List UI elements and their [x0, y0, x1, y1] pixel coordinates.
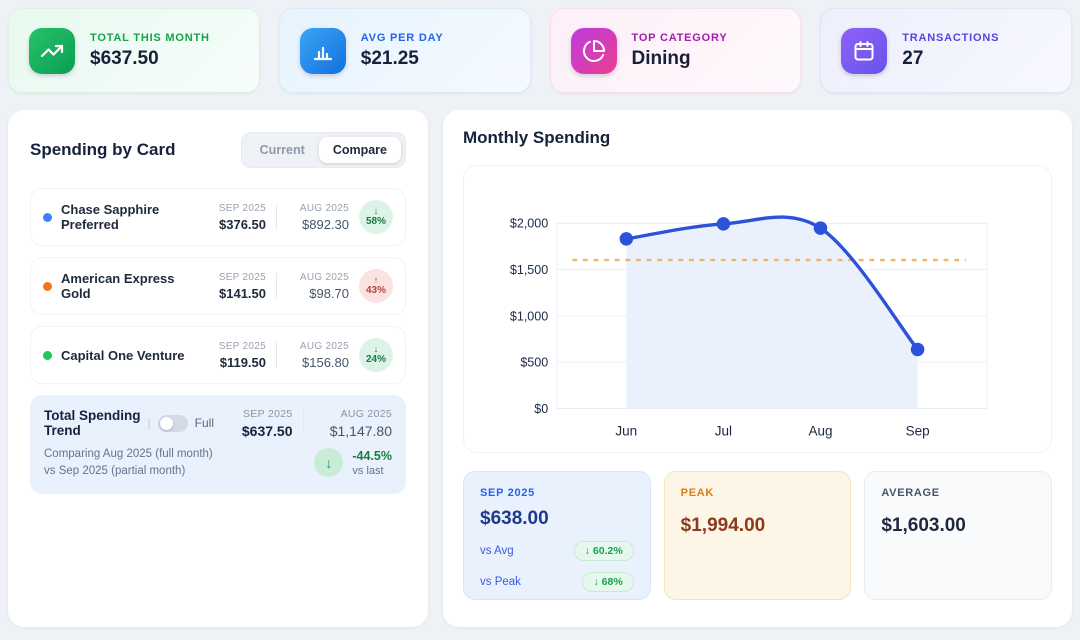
card-color-dot	[43, 281, 52, 291]
current-month-value: $141.50	[219, 285, 266, 301]
vs-avg-label: vs Avg	[480, 545, 514, 557]
chart-stat-sep-2025: SEP 2025 $638.00 vs Avg ↓ 60.2% vs Peak …	[463, 471, 651, 600]
vs-avg-badge: ↓ 60.2%	[573, 541, 634, 561]
trend-change-percent: -44.5%	[352, 448, 392, 463]
spending-panel-title: Spending by Card	[30, 140, 176, 159]
previous-month-label: AUG 2025	[299, 340, 349, 352]
stat-label: TOP CATEGORY	[631, 31, 728, 44]
current-month-label: SEP 2025	[218, 271, 266, 283]
toggle-option-compare[interactable]: Compare	[318, 137, 401, 163]
monthly-spending-chart[interactable]: $0 $500 $1,000 $1,500 $2,000 Jun Jul Aug Sep	[463, 165, 1052, 453]
monthly-spending-panel: Monthly Spending $0 $500 $1,000 $1,500 $2,00…	[443, 110, 1072, 627]
stat-value: $1,994.00	[680, 515, 766, 536]
stats-row: TOTAL THIS MONTH $637.50 AVG PER DAY $21…	[8, 8, 1072, 93]
column-divider	[276, 273, 277, 299]
stat-value: $637.50	[90, 47, 159, 69]
stat-card-avg-per-day: AVG PER DAY $21.25	[278, 8, 531, 93]
trend-previous-label: AUG 2025	[340, 408, 392, 420]
card-color-dot	[43, 350, 52, 360]
bar-chart-icon	[299, 27, 346, 74]
trend-previous-value: $1,147.80	[329, 423, 392, 439]
chart-stat-peak: PEAK $1,994.00	[663, 471, 852, 600]
separator: |	[147, 416, 151, 430]
stat-label: AVG PER DAY	[360, 31, 444, 44]
card-row-amex-gold: American Express Gold SEP 2025 $141.50 A…	[30, 257, 406, 315]
card-name: American Express Gold	[61, 271, 175, 301]
column-divider	[276, 342, 277, 368]
trend-description-line2: vs Sep 2025 (partial month)	[44, 465, 186, 478]
svg-text:Jul: Jul	[715, 424, 732, 439]
svg-text:$1,000: $1,000	[510, 309, 548, 323]
change-badge: ↑ 43%	[359, 269, 393, 303]
stat-value: $21.25	[360, 47, 419, 69]
vs-peak-label: vs Peak	[480, 576, 521, 588]
stat-value: Dining	[631, 47, 691, 69]
card-name: Chase Sapphire Preferred	[61, 202, 160, 232]
monthly-panel-title: Monthly Spending	[463, 128, 611, 147]
current-month-label: SEP 2025	[218, 340, 266, 352]
line-chart[interactable]: $0 $500 $1,000 $1,500 $2,000 Jun Jul Aug Sep	[472, 180, 1043, 448]
stat-card-total-this-month: TOTAL THIS MONTH $637.50	[8, 8, 260, 93]
card-row-capital-one: Capital One Venture SEP 2025 $119.50 AUG…	[30, 326, 406, 384]
current-month-label: SEP 2025	[218, 202, 266, 214]
pie-chart-icon	[570, 27, 617, 74]
stat-value: 27	[902, 47, 924, 69]
svg-text:Jun: Jun	[615, 424, 637, 439]
previous-month-value: $156.80	[302, 354, 349, 370]
trend-current-value: $637.50	[241, 423, 293, 439]
svg-text:Aug: Aug	[809, 424, 833, 439]
stat-label: SEP 2025	[480, 487, 535, 499]
calendar-icon	[841, 27, 888, 74]
change-percent: 24%	[365, 354, 386, 365]
stat-value: $638.00	[480, 508, 549, 529]
stat-card-top-category: TOP CATEGORY Dining	[549, 8, 802, 93]
previous-month-value: $98.70	[309, 285, 349, 301]
current-month-value: $119.50	[219, 354, 266, 370]
full-month-toggle[interactable]	[157, 414, 188, 432]
toggle-option-current[interactable]: Current	[259, 143, 305, 157]
column-divider	[302, 408, 304, 434]
svg-text:$0: $0	[534, 402, 548, 416]
previous-month-value: $892.30	[302, 216, 349, 232]
arrow-down-icon: ↓	[373, 206, 379, 216]
trending-up-icon	[29, 27, 75, 74]
spending-by-card-panel: Spending by Card Current Compare Chase S…	[8, 110, 428, 627]
change-percent: 58%	[365, 216, 386, 227]
stat-label: PEAK	[680, 487, 715, 499]
stat-label: TRANSACTIONS	[902, 31, 1000, 44]
stat-card-transactions: TRANSACTIONS 27	[820, 8, 1072, 93]
change-percent: 43%	[365, 285, 386, 296]
card-row-chase-sapphire: Chase Sapphire Preferred SEP 2025 $376.5…	[30, 188, 406, 246]
current-month-value: $376.50	[219, 216, 266, 232]
arrow-down-icon: ↓	[314, 448, 344, 477]
trend-title: Total Spending Trend	[44, 408, 141, 438]
svg-text:$2,000: $2,000	[510, 217, 548, 231]
stat-label: TOTAL THIS MONTH	[90, 31, 210, 44]
toggle-label: Full	[194, 416, 214, 430]
change-badge: ↓ 24%	[359, 338, 393, 372]
trend-current-label: SEP 2025	[243, 408, 293, 420]
view-mode-toggle[interactable]: Current Compare	[240, 132, 406, 168]
trend-change-caption: vs last	[352, 464, 384, 477]
previous-month-label: AUG 2025	[299, 271, 349, 283]
trend-description-line1: Comparing Aug 2025 (full month)	[44, 448, 213, 460]
card-name: Capital One Venture	[61, 347, 185, 363]
column-divider	[276, 204, 277, 230]
chart-stat-average: AVERAGE $1,603.00	[864, 471, 1053, 600]
svg-text:Sep: Sep	[906, 424, 930, 439]
total-spending-trend-card: Total Spending Trend | Full Comparing Au…	[30, 395, 406, 494]
vs-peak-badge: ↓ 68%	[582, 572, 634, 592]
arrow-down-icon: ↓	[373, 344, 379, 354]
svg-text:$1,500: $1,500	[510, 263, 548, 277]
stat-value: $1,603.00	[881, 515, 966, 536]
toggle-knob	[159, 416, 173, 430]
previous-month-label: AUG 2025	[299, 202, 349, 214]
svg-text:$500: $500	[520, 356, 548, 370]
card-color-dot	[43, 212, 52, 222]
arrow-up-icon: ↑	[373, 275, 379, 285]
stat-label: AVERAGE	[881, 487, 940, 499]
change-badge: ↓ 58%	[359, 200, 393, 234]
